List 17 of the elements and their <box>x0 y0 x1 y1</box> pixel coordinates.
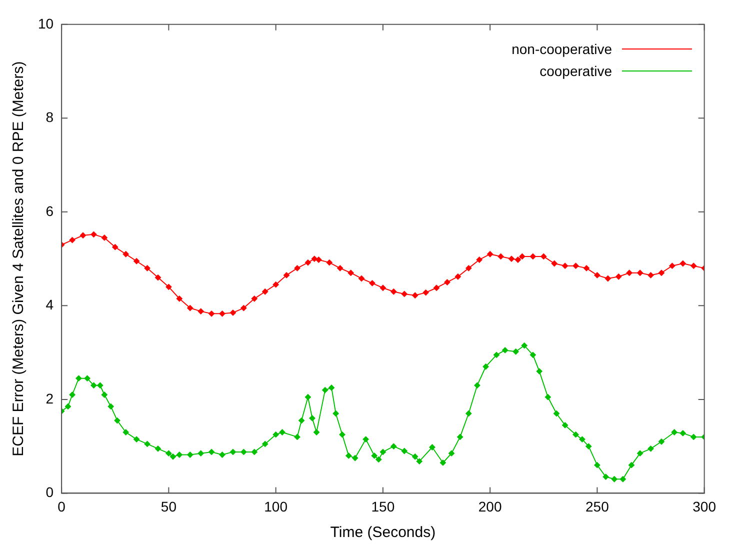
y-tick-label: 2 <box>46 390 54 406</box>
legend-label: cooperative <box>540 63 612 79</box>
y-tick-label: 10 <box>38 15 54 32</box>
x-tick-label: 250 <box>586 498 610 514</box>
x-axis-title: Time (Seconds) <box>330 524 436 542</box>
y-axis-title: ECEF Error (Meters) Given 4 Satellites and 0 RPE (Meters) <box>10 61 28 456</box>
y-tick-label: 6 <box>46 202 54 219</box>
x-tick-label: 300 <box>692 498 716 514</box>
x-tick-label: 200 <box>478 498 502 514</box>
y-tick-label: 8 <box>46 109 54 126</box>
legend-label: non-cooperative <box>512 41 612 57</box>
y-tick-label: 0 <box>46 484 54 500</box>
x-tick-label: 100 <box>264 498 288 514</box>
y-tick-label: 4 <box>46 296 54 313</box>
x-tick-label: 0 <box>58 498 66 514</box>
x-tick-label: 50 <box>160 498 177 514</box>
x-tick-label: 150 <box>371 498 395 514</box>
